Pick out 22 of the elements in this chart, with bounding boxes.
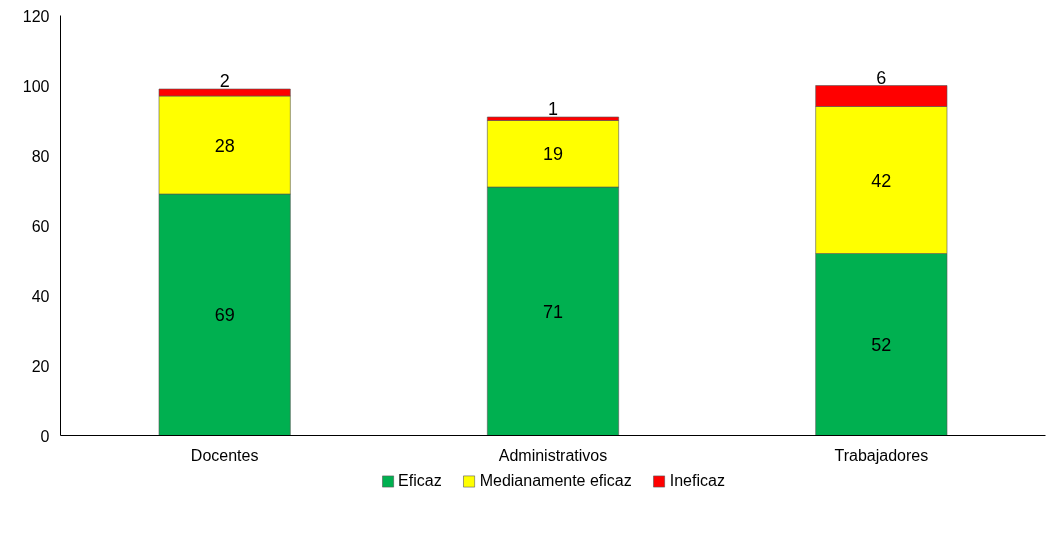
- legend-label: Ineficaz: [669, 472, 725, 490]
- data-label: 52: [871, 335, 892, 355]
- data-label: 19: [542, 144, 564, 165]
- data-label: 6: [876, 67, 887, 88]
- y-tick-label: 60: [31, 217, 50, 235]
- y-tick-label: 120: [22, 7, 50, 25]
- data-label: 69: [214, 305, 235, 326]
- data-label: 28: [214, 135, 235, 156]
- data-label: 1: [547, 99, 559, 119]
- y-tick-label: 40: [31, 287, 50, 305]
- legend-label: Medianamente eficaz: [479, 472, 632, 490]
- x-tick-label: Administrativos: [498, 446, 608, 464]
- data-label: 2: [219, 71, 230, 91]
- y-tick-label: 20: [31, 357, 50, 375]
- y-tick-label: 100: [22, 77, 50, 95]
- y-tick-label: 0: [40, 427, 50, 445]
- x-tick-label: Docentes: [190, 446, 259, 464]
- data-label: 42: [871, 170, 892, 191]
- legend-label: Eficaz: [398, 472, 442, 490]
- x-tick-label: Trabajadores: [834, 446, 929, 464]
- data-label: 71: [542, 301, 564, 322]
- y-tick-label: 80: [31, 147, 50, 165]
